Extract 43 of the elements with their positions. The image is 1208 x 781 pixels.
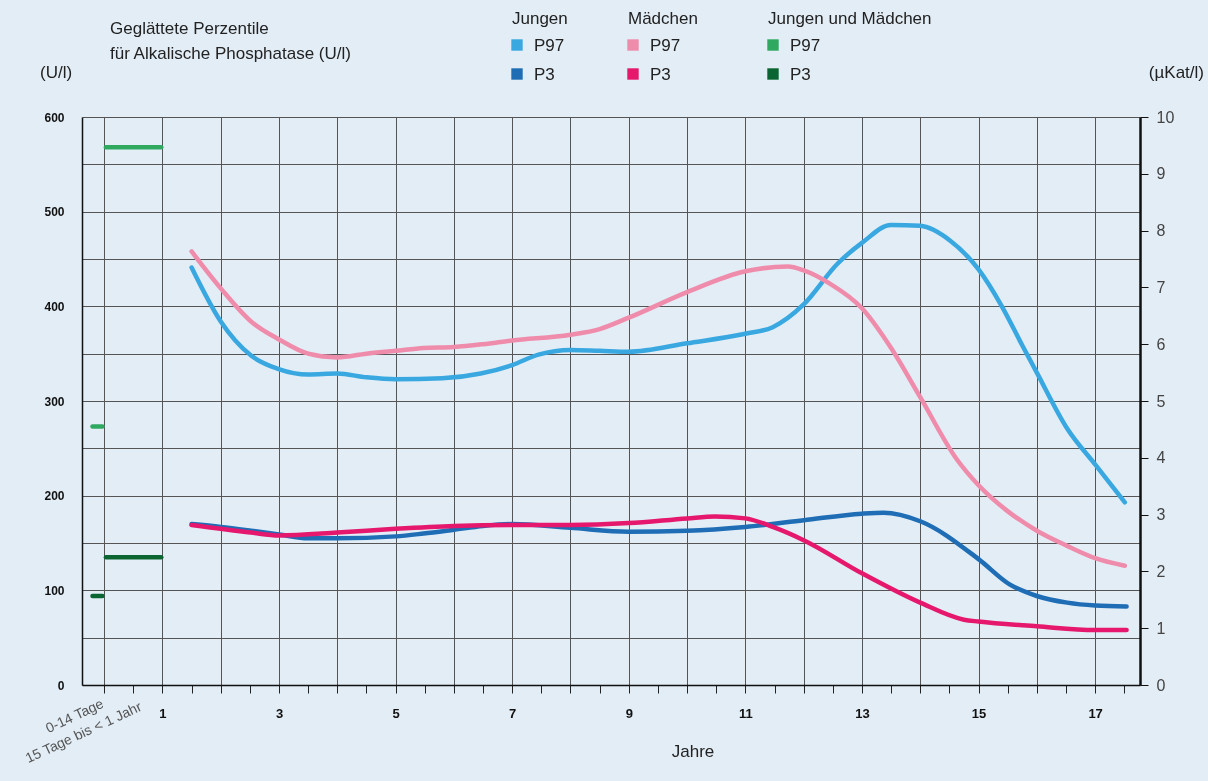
y2-tick-label: 3 — [1156, 506, 1166, 524]
legend-label: P3 — [650, 65, 671, 84]
y2-tick-label: 1 — [1156, 619, 1166, 637]
y2-tick-label: 2 — [1156, 562, 1166, 580]
y-tick-label: 600 — [44, 110, 65, 125]
legend-label: P97 — [790, 36, 821, 55]
text: Mädchen — [628, 9, 698, 28]
x-tick-label: 11 — [738, 705, 753, 721]
x-tick-label: 9 — [625, 705, 633, 721]
y-tick-label: 100 — [44, 583, 65, 598]
x-tick-label: 17 — [1088, 705, 1103, 721]
y2-tick-label: 9 — [1156, 165, 1166, 183]
legend-label: P3 — [790, 65, 811, 84]
y-tick-label: 500 — [44, 205, 65, 220]
x-axis-title: Jahre — [671, 742, 715, 761]
legend-label: P97 — [650, 36, 681, 55]
chart-title: Geglättete Perzentile für Alkalische Phosphatase (U/l) — [110, 19, 351, 63]
y2-tick-label: 0 — [1156, 676, 1166, 694]
x-tick-label: 7 — [509, 705, 517, 721]
y2-tick-label: 7 — [1156, 278, 1166, 296]
y-tick-label: 400 — [44, 299, 65, 314]
x-tick-label: 1 — [159, 705, 167, 721]
line-series — [189, 222, 1128, 505]
y-tick-label: 300 — [44, 394, 65, 409]
x-tick-label: 3 — [275, 705, 284, 721]
text: Jungen — [512, 9, 568, 28]
line-series — [189, 514, 1129, 633]
x-tick-label: 15 — [971, 705, 987, 721]
y-axis-title: (U/l) — [40, 63, 73, 82]
text: Jungen und Mädchen — [768, 9, 932, 28]
y2-tick-label: 5 — [1156, 392, 1166, 410]
x-tick-label: 13 — [855, 705, 870, 721]
y2-tick-label: 10 — [1156, 108, 1175, 126]
line-series — [189, 249, 1128, 568]
y2-tick-label: 4 — [1156, 449, 1166, 467]
y-tick-label: 200 — [44, 489, 65, 504]
y-tick-label: 0 — [57, 678, 65, 693]
legend-label: P97 — [534, 36, 565, 55]
x-tick-label: 5 — [392, 705, 400, 721]
y2-tick-label: 8 — [1156, 222, 1166, 240]
y2-tick-label: 6 — [1156, 335, 1166, 353]
y2-axis-title: (µKat/l) — [1148, 63, 1204, 82]
legend-label: P3 — [534, 65, 555, 84]
